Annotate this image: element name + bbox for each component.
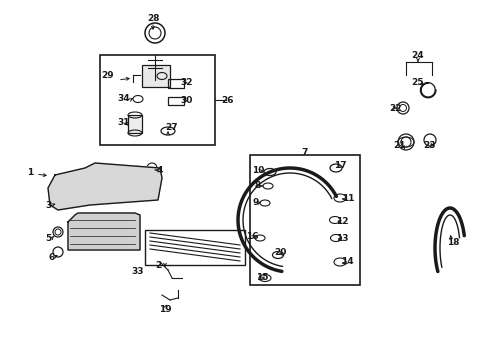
Text: 15: 15: [255, 274, 268, 283]
Text: 13: 13: [335, 234, 347, 243]
Polygon shape: [68, 213, 140, 250]
Bar: [145, 230, 244, 265]
Text: 29: 29: [102, 71, 114, 80]
Text: 19: 19: [159, 306, 171, 315]
Text: 8: 8: [254, 180, 261, 189]
Text: 17: 17: [333, 161, 346, 170]
Text: 2: 2: [155, 261, 161, 270]
Bar: [100, 55, 215, 145]
Text: 16: 16: [245, 231, 258, 240]
Text: 18: 18: [446, 238, 458, 247]
Text: 7: 7: [301, 148, 307, 157]
Text: 10: 10: [251, 166, 264, 175]
Text: 3: 3: [45, 201, 51, 210]
Text: 23: 23: [423, 140, 435, 149]
Text: 12: 12: [335, 216, 347, 225]
Text: 22: 22: [388, 104, 401, 113]
Text: 20: 20: [273, 248, 285, 257]
Text: 32: 32: [181, 77, 193, 86]
Text: 30: 30: [181, 95, 193, 104]
Text: 14: 14: [340, 257, 353, 266]
Text: 6: 6: [49, 253, 55, 262]
Text: 11: 11: [341, 194, 353, 202]
Bar: [142, 65, 170, 87]
Bar: [168, 79, 183, 88]
Text: 21: 21: [393, 140, 406, 149]
Text: 25: 25: [411, 77, 424, 86]
Text: 33: 33: [131, 267, 144, 276]
Bar: [128, 115, 142, 133]
Text: 27: 27: [165, 122, 178, 131]
Text: 5: 5: [45, 234, 51, 243]
Text: 24: 24: [411, 50, 424, 59]
Bar: [249, 155, 359, 285]
Bar: [168, 97, 183, 105]
Text: 28: 28: [146, 14, 159, 23]
Text: 31: 31: [118, 117, 130, 126]
Text: 9: 9: [252, 198, 259, 207]
Text: 1: 1: [27, 167, 33, 176]
Text: 4: 4: [157, 166, 163, 175]
Polygon shape: [48, 163, 162, 210]
Text: 34: 34: [118, 94, 130, 103]
Text: 26: 26: [221, 95, 234, 104]
